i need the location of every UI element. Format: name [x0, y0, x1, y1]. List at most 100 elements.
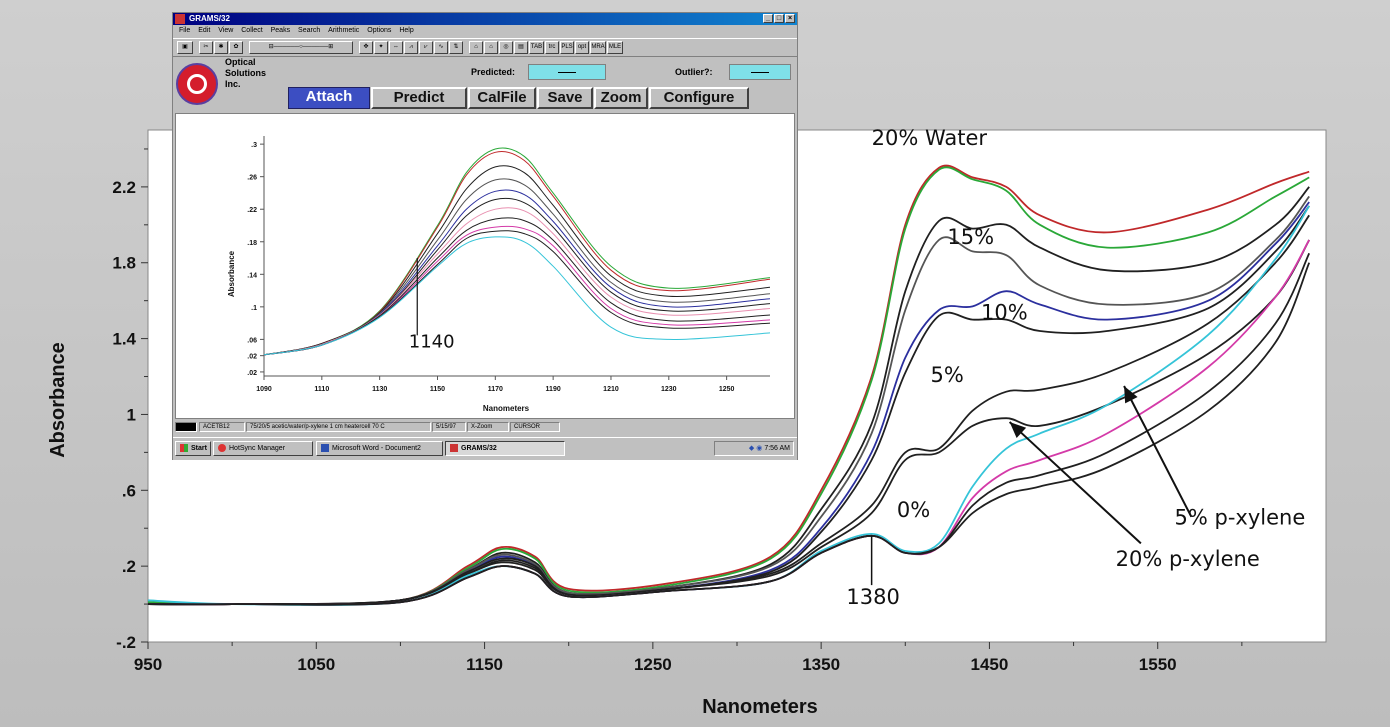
target-icon[interactable]: ◎	[499, 41, 513, 54]
inset-series-group	[263, 147, 771, 356]
menu-bar: File Edit View Collect Peaks Search Arit…	[173, 26, 797, 36]
tools-icon[interactable]: ✱	[214, 41, 228, 54]
menu-search[interactable]: Search	[298, 27, 321, 34]
inset-x-tick-label: 1190	[546, 386, 561, 393]
start-button[interactable]: Start	[175, 441, 211, 456]
task-hotsync[interactable]: HotSync Manager	[213, 441, 313, 456]
inset-annotation-1: 1140	[409, 332, 455, 353]
inset-x-tick-label: 1090	[256, 386, 272, 393]
status-description: 75/20/5 acetic/water/p-xylene 1 cm heate…	[246, 422, 431, 432]
peak-tool-icon[interactable]: ✦	[374, 41, 388, 54]
inset-x-tick-label: 1150	[430, 386, 445, 393]
main-series-line-9	[147, 205, 1310, 606]
main-annotation-7: 5% p-xylene	[1175, 505, 1306, 529]
inset-series-line-8	[263, 217, 771, 356]
mle-button[interactable]: MLE	[607, 41, 623, 54]
windows-taskbar: Start HotSync Manager Microsoft Word - D…	[173, 437, 797, 460]
main-y-tick-label: .6	[122, 481, 136, 500]
main-y-tick-label: 1	[127, 405, 136, 424]
calfile-button[interactable]: CalFile	[468, 87, 536, 109]
main-annotation-6: 1380	[846, 585, 899, 609]
arrow-5pct-xylene-head	[1124, 386, 1138, 404]
status-filename: ACETB12	[199, 422, 245, 432]
main-series-group	[147, 164, 1311, 606]
folder-open-icon[interactable]: ⌂	[484, 41, 498, 54]
minimize-icon[interactable]: _	[763, 14, 773, 23]
windows-logo-icon	[180, 444, 188, 453]
status-color-swatch	[175, 422, 197, 432]
status-date: 5/15/97	[432, 422, 466, 432]
main-x-tick-label: 1150	[466, 655, 503, 674]
window-title: GRAMS/32	[189, 14, 230, 23]
scale-tool-icon[interactable]: ⇅	[449, 41, 463, 54]
pls-button[interactable]: PLS	[560, 41, 574, 54]
overlay-tool-icon[interactable]: ⩘	[404, 41, 418, 54]
start-label: Start	[191, 445, 207, 452]
inset-y-tick-label: .02	[247, 354, 257, 361]
menu-arithmetic[interactable]: Arithmetic	[328, 27, 360, 34]
inset-series-line-3	[263, 165, 771, 356]
menu-view[interactable]: View	[218, 27, 234, 34]
inset-y-tick-label: .14	[247, 272, 257, 279]
mra-button[interactable]: MRA	[590, 41, 606, 54]
tab-button[interactable]: TAB	[529, 41, 544, 54]
cursor-tool-icon[interactable]: ✥	[359, 41, 373, 54]
main-y-axis-title: Absorbance	[47, 342, 69, 458]
zoom-slider[interactable]: ⊟──────○──────⊞	[249, 41, 353, 54]
close-icon[interactable]: ×	[785, 14, 795, 23]
menu-file[interactable]: File	[179, 27, 191, 34]
chart-icon[interactable]: ▤	[514, 41, 528, 54]
menu-edit[interactable]: Edit	[198, 27, 211, 34]
grams-window: GRAMS/32 _ □ × File Edit View Collect Pe…	[172, 12, 798, 460]
trc-button[interactable]: trc	[545, 41, 559, 54]
inset-y-tick-label: .1	[251, 305, 257, 312]
menu-peaks[interactable]: Peaks	[270, 27, 291, 34]
inset-x-tick-label: 1210	[603, 386, 619, 393]
window-titlebar[interactable]: GRAMS/32 _ □ ×	[173, 13, 797, 25]
opt-button[interactable]: opt	[575, 41, 589, 54]
arrow-20pct-xylene-head	[1009, 422, 1027, 439]
open-file-icon[interactable]: ▣	[177, 41, 193, 54]
configure-button[interactable]: Configure	[649, 87, 749, 109]
task-hotsync-label: HotSync Manager	[229, 445, 286, 452]
expand-tool-icon[interactable]: ⇔	[389, 41, 403, 54]
task-word[interactable]: Microsoft Word - Document2	[316, 441, 443, 456]
cut-icon[interactable]: ✂	[199, 41, 213, 54]
company-name-line-3: Inc.	[225, 79, 241, 89]
main-annotation-3: 10%	[981, 301, 1028, 325]
multi-overlay-icon[interactable]: ⩗	[419, 41, 433, 54]
status-bar: ACETB12 75/20/5 acetic/water/p-xylene 1 …	[173, 421, 797, 433]
inset-series-line-11	[263, 236, 771, 356]
baseline-tool-icon[interactable]: ∿	[434, 41, 448, 54]
main-annotation-4: 5%	[931, 363, 964, 387]
inset-x-axis-title: Nanometers	[483, 404, 530, 413]
inset-chart: 1090 1110 1130 1150 1170 1190 1210 1230 1250 .02.…	[227, 136, 771, 413]
folder-icon[interactable]: ⌂	[469, 41, 483, 54]
inset-y-tick-label: .3	[251, 142, 257, 149]
main-x-tick-label: 1250	[634, 655, 672, 674]
predicted-value-field	[528, 64, 606, 80]
save-button[interactable]: Save	[537, 87, 593, 109]
inset-x-tick-label: 1230	[661, 386, 677, 393]
arrow-5pct-xylene-shaft	[1123, 385, 1193, 518]
inset-series-line-10	[263, 230, 771, 356]
menu-options[interactable]: Options	[367, 27, 392, 34]
maximize-icon[interactable]: □	[774, 14, 784, 23]
main-x-tick-label: 1350	[802, 655, 840, 674]
inset-annotations: 1140	[409, 258, 455, 353]
menu-collect[interactable]: Collect	[241, 27, 263, 34]
attach-button[interactable]: Attach	[288, 87, 370, 109]
outlier-label: Outlier?:	[675, 67, 713, 77]
main-y-tick-label: 2.2	[112, 178, 136, 197]
task-grams[interactable]: GRAMS/32	[445, 441, 565, 456]
predict-button[interactable]: Predict	[371, 87, 467, 109]
status-mode: X-Zoom	[467, 422, 509, 432]
predicted-label: Predicted:	[471, 67, 516, 77]
zoom-button[interactable]: Zoom	[594, 87, 648, 109]
menu-help[interactable]: Help	[399, 27, 414, 34]
inset-y-tick-label: .06	[247, 337, 257, 344]
spectrum-tool-icon[interactable]: ✿	[229, 41, 243, 54]
main-x-tick-label: 1450	[971, 655, 1009, 674]
task-grams-label: GRAMS/32	[461, 445, 497, 452]
company-name-line-1: Optical	[225, 57, 256, 67]
